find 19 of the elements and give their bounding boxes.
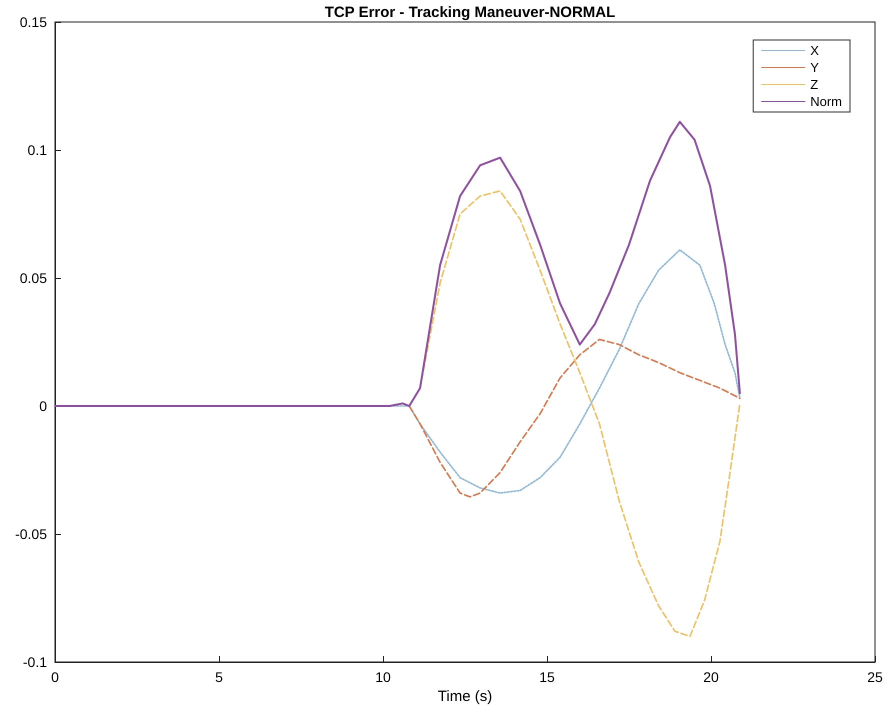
y-tick-label: -0.05 <box>15 526 48 542</box>
legend-label: Norm <box>810 94 842 109</box>
y-tick-label: 0.1 <box>28 142 48 158</box>
y-tick-label: 0.05 <box>20 270 48 286</box>
line-series <box>54 120 741 407</box>
legend-label: X <box>810 43 820 58</box>
x-tick-label: 5 <box>215 669 224 685</box>
legend-label: Y <box>810 60 820 75</box>
x-axis-title: Time (s) <box>438 688 492 705</box>
x-tick-label: 25 <box>867 669 883 685</box>
x-tick-label: 0 <box>51 669 60 685</box>
x-tick-label: 15 <box>539 669 555 685</box>
legend-label: Z <box>810 77 818 92</box>
y-tick-label: 0 <box>39 398 48 414</box>
y-tick-label: -0.1 <box>22 654 48 670</box>
x-tick-label: 20 <box>703 669 719 685</box>
chart-title: TCP Error - Tracking Maneuver-NORMAL <box>324 4 616 21</box>
y-tick-label: 0.15 <box>20 14 48 30</box>
x-tick-label: 10 <box>375 669 391 685</box>
